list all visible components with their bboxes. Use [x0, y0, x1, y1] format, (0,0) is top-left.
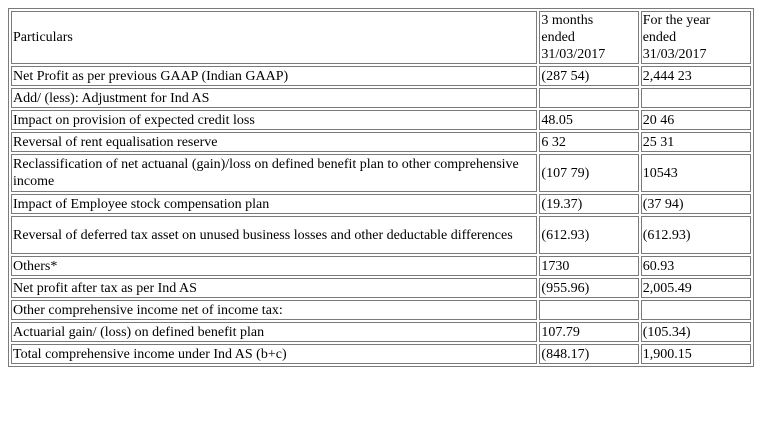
row-value-3-months — [539, 88, 639, 108]
row-value-3-months: (19.37) — [539, 194, 639, 214]
reconciliation-table: Particulars 3 months ended 31/03/2017 Fo… — [8, 8, 754, 367]
table-row: Impact on provision of expected credit l… — [11, 110, 751, 130]
table-row: Others* 1730 60.93 — [11, 256, 751, 276]
row-value-3-months: 107.79 — [539, 322, 639, 342]
header-3-months-line-1: 3 months — [541, 13, 594, 28]
header-year-line-2: ended — [642, 30, 677, 45]
table-row: Impact of Employee stock compensation pl… — [11, 194, 751, 214]
row-value-3-months: 1730 — [539, 256, 639, 276]
row-label: Reclassification of net actuanal (gain)/… — [11, 154, 538, 192]
table-row: Reclassification of net actuanal (gain)/… — [11, 154, 751, 192]
row-label: Add/ (less): Adjustment for Ind AS — [11, 88, 538, 108]
row-value-3-months: 48.05 — [539, 110, 639, 130]
row-value-3-months: (612.93) — [539, 216, 639, 254]
row-label: Net profit after tax as per Ind AS — [11, 278, 538, 298]
row-value-3-months: 6 32 — [539, 132, 639, 152]
row-value-year: 2,005.49 — [640, 278, 751, 298]
row-label: Actuarial gain/ (loss) on defined benefi… — [11, 322, 538, 342]
row-label: Impact of Employee stock compensation pl… — [11, 194, 538, 214]
row-value-3-months: (107 79) — [539, 154, 639, 192]
row-value-year — [640, 300, 751, 320]
row-value-year: 10543 — [640, 154, 751, 192]
row-value-year — [640, 88, 751, 108]
row-value-3-months: (955.96) — [539, 278, 639, 298]
header-3-months-line-3: 31/03/2017 — [541, 47, 606, 62]
header-3-months-line-2: ended — [541, 30, 575, 45]
row-label: Total comprehensive income under Ind AS … — [11, 344, 538, 364]
table-row: Other comprehensive income net of income… — [11, 300, 751, 320]
row-value-year: (612.93) — [640, 216, 751, 254]
row-value-3-months: (848.17) — [539, 344, 639, 364]
header-year: For the year ended 31/03/2017 — [640, 11, 751, 64]
table-row: Reversal of deferred tax asset on unused… — [11, 216, 751, 254]
row-value-year: 25 31 — [640, 132, 751, 152]
header-particulars: Particulars — [11, 11, 538, 64]
header-row: Particulars 3 months ended 31/03/2017 Fo… — [11, 11, 751, 64]
row-value-year: 60.93 — [640, 256, 751, 276]
table-row: Net Profit as per previous GAAP (Indian … — [11, 66, 751, 86]
row-value-year: 1,900.15 — [640, 344, 751, 364]
table-row: Net profit after tax as per Ind AS (955.… — [11, 278, 751, 298]
table-row: Reversal of rent equalisation reserve 6 … — [11, 132, 751, 152]
row-value-year: (37 94) — [640, 194, 751, 214]
header-3-months: 3 months ended 31/03/2017 — [539, 11, 639, 64]
row-label: Reversal of rent equalisation reserve — [11, 132, 538, 152]
header-year-line-1: For the year — [642, 13, 711, 28]
row-label: Others* — [11, 256, 538, 276]
row-label: Net Profit as per previous GAAP (Indian … — [11, 66, 538, 86]
table-row: Actuarial gain/ (loss) on defined benefi… — [11, 322, 751, 342]
row-value-3-months — [539, 300, 639, 320]
table-row: Total comprehensive income under Ind AS … — [11, 344, 751, 364]
row-value-year: 20 46 — [640, 110, 751, 130]
row-label: Impact on provision of expected credit l… — [11, 110, 538, 130]
row-label: Reversal of deferred tax asset on unused… — [11, 216, 538, 254]
row-value-year: 2,444 23 — [640, 66, 751, 86]
row-label: Other comprehensive income net of income… — [11, 300, 538, 320]
row-value-3-months: (287 54) — [539, 66, 639, 86]
row-value-year: (105.34) — [640, 322, 751, 342]
header-year-line-3: 31/03/2017 — [642, 47, 707, 62]
table-row: Add/ (less): Adjustment for Ind AS — [11, 88, 751, 108]
